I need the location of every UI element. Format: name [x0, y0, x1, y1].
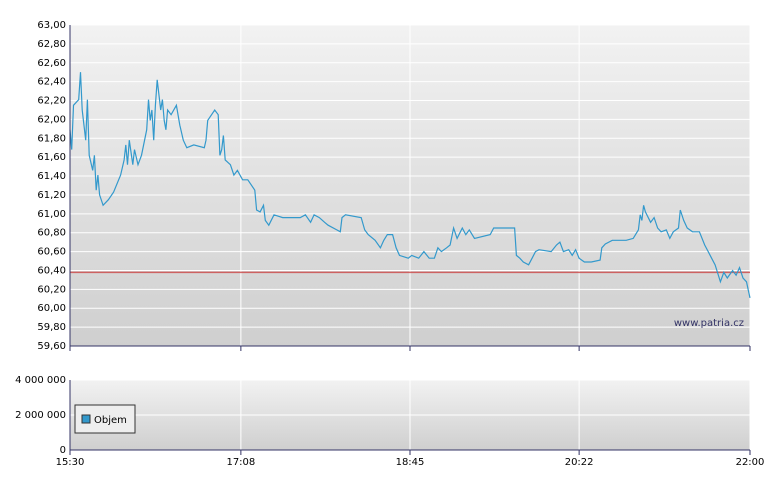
y-tick-label: 61,80	[37, 133, 66, 144]
legend-label: Objem	[94, 415, 127, 426]
y-tick-label: 60,60	[37, 247, 66, 258]
chart-layer: 59,60 59,80 60,00 60,20 60,40 60,60 60,80 61,00…	[15, 20, 764, 468]
y-tick-label: 60,00	[37, 303, 66, 314]
y-tick-label: 59,60	[37, 341, 66, 352]
y-tick-label: 61,40	[37, 171, 66, 182]
y-tick-label: 62,60	[37, 58, 66, 69]
watermark: www.patria.cz	[674, 318, 744, 329]
y-tick-label: 61,20	[37, 190, 66, 201]
y-tick-label: 2 000 000	[15, 410, 66, 421]
y-tick-label: 62,40	[37, 77, 66, 88]
x-tick-label: 18:45	[396, 457, 425, 468]
y-tick-label: 0	[60, 445, 66, 456]
y-tick-label: 61,60	[37, 152, 66, 163]
y-tick-label: 60,80	[37, 228, 66, 239]
x-tick-label: 20:22	[565, 457, 594, 468]
x-tick-label: 15:30	[56, 457, 85, 468]
price-line	[69, 72, 751, 299]
y-tick-label: 62,20	[37, 96, 66, 107]
legend-swatch	[81, 414, 91, 424]
y-tick-label: 60,40	[37, 265, 66, 276]
y-tick-label: 4 000 000	[15, 375, 66, 386]
x-tick-label: 22:00	[736, 457, 765, 468]
x-tick-label: 17:08	[226, 457, 255, 468]
y-tick-label: 62,00	[37, 114, 66, 125]
y-tick-label: 60,20	[37, 284, 66, 295]
y-tick-label: 61,00	[37, 209, 66, 220]
y-tick-label: 59,80	[37, 322, 66, 333]
legend-box	[74, 404, 136, 434]
y-tick-label: 62,80	[37, 39, 66, 50]
y-tick-label: 63,00	[37, 20, 66, 31]
